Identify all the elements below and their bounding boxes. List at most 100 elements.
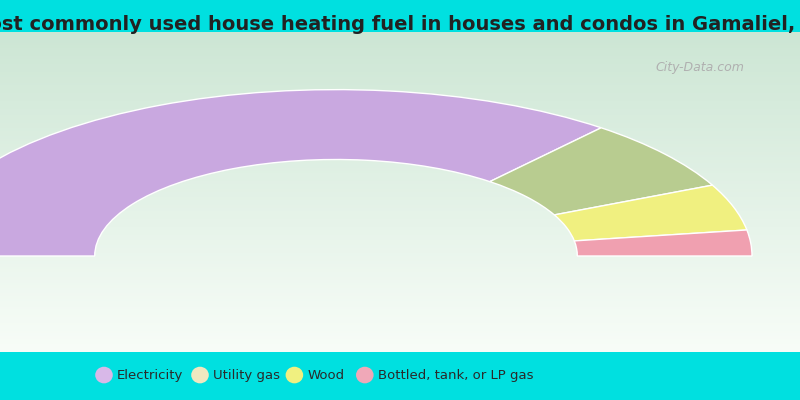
Bar [0, 96, 800, 99]
Bar [0, 117, 800, 120]
Bar [0, 53, 800, 56]
Bar [0, 344, 800, 347]
Bar [0, 229, 800, 232]
Bar [0, 285, 800, 288]
Wedge shape [554, 185, 747, 241]
Bar [0, 211, 800, 213]
Wedge shape [574, 230, 752, 256]
Bar [0, 155, 800, 157]
Bar [0, 123, 800, 125]
Text: Utility gas: Utility gas [213, 368, 280, 382]
Bar [0, 192, 800, 195]
Bar [0, 32, 800, 35]
Bar [0, 261, 800, 264]
Bar [0, 339, 800, 341]
Bar [0, 184, 800, 187]
Bar [0, 115, 800, 117]
Bar [0, 259, 800, 261]
Bar [0, 72, 800, 75]
Bar [0, 224, 800, 227]
Bar [0, 109, 800, 112]
Bar [0, 51, 800, 53]
Bar [0, 293, 800, 296]
Bar [0, 267, 800, 269]
Bar [0, 131, 800, 133]
Bar [0, 173, 800, 176]
Bar [0, 240, 800, 243]
Bar [0, 112, 800, 115]
Ellipse shape [286, 367, 303, 383]
Bar [0, 277, 800, 280]
Ellipse shape [356, 367, 374, 383]
Bar [0, 291, 800, 293]
Bar [0, 69, 800, 72]
Bar [0, 237, 800, 240]
Bar [0, 147, 800, 149]
Bar [0, 341, 800, 344]
Bar [0, 59, 800, 61]
Bar [0, 61, 800, 64]
Bar [0, 203, 800, 205]
Bar [0, 149, 800, 152]
Ellipse shape [191, 367, 209, 383]
Bar [0, 235, 800, 237]
Bar [0, 216, 800, 219]
Bar [0, 323, 800, 325]
Bar [0, 349, 800, 352]
Bar [0, 67, 800, 69]
Bar [0, 85, 800, 88]
Bar [0, 195, 800, 197]
Bar [0, 317, 800, 320]
Bar [0, 227, 800, 229]
Text: Most commonly used house heating fuel in houses and condos in Gamaliel, KY: Most commonly used house heating fuel in… [0, 15, 800, 34]
Bar [0, 77, 800, 80]
Bar [0, 283, 800, 285]
Bar [0, 221, 800, 224]
Bar [0, 256, 800, 259]
Bar [0, 91, 800, 93]
Ellipse shape [95, 367, 113, 383]
Bar [0, 152, 800, 155]
Bar [0, 200, 800, 203]
Text: City-Data.com: City-Data.com [655, 61, 744, 74]
Bar [0, 299, 800, 301]
Bar [0, 101, 800, 104]
Bar [0, 309, 800, 312]
Bar [0, 307, 800, 309]
Bar [0, 347, 800, 349]
Bar [0, 171, 800, 173]
Bar [0, 80, 800, 83]
Bar [0, 120, 800, 123]
Bar [0, 328, 800, 331]
Bar [0, 288, 800, 291]
Bar [0, 88, 800, 91]
Bar [0, 56, 800, 59]
Bar [0, 205, 800, 208]
Bar [0, 269, 800, 272]
Bar [0, 157, 800, 160]
Bar [0, 197, 800, 200]
Bar [0, 208, 800, 211]
Bar [0, 163, 800, 165]
Bar [0, 320, 800, 323]
Bar [0, 168, 800, 171]
Bar [0, 275, 800, 277]
Bar [0, 104, 800, 107]
Wedge shape [0, 90, 601, 256]
Bar [0, 296, 800, 299]
Bar [0, 179, 800, 181]
Bar [0, 187, 800, 189]
Text: Wood: Wood [307, 368, 344, 382]
Bar [0, 128, 800, 131]
Bar [0, 264, 800, 267]
Bar [0, 219, 800, 221]
Bar [0, 312, 800, 315]
Bar [0, 48, 800, 51]
Bar [0, 64, 800, 67]
Bar [0, 107, 800, 109]
Bar [0, 40, 800, 43]
Bar [0, 213, 800, 216]
Bar [0, 136, 800, 139]
Bar [0, 325, 800, 328]
Bar [0, 245, 800, 248]
